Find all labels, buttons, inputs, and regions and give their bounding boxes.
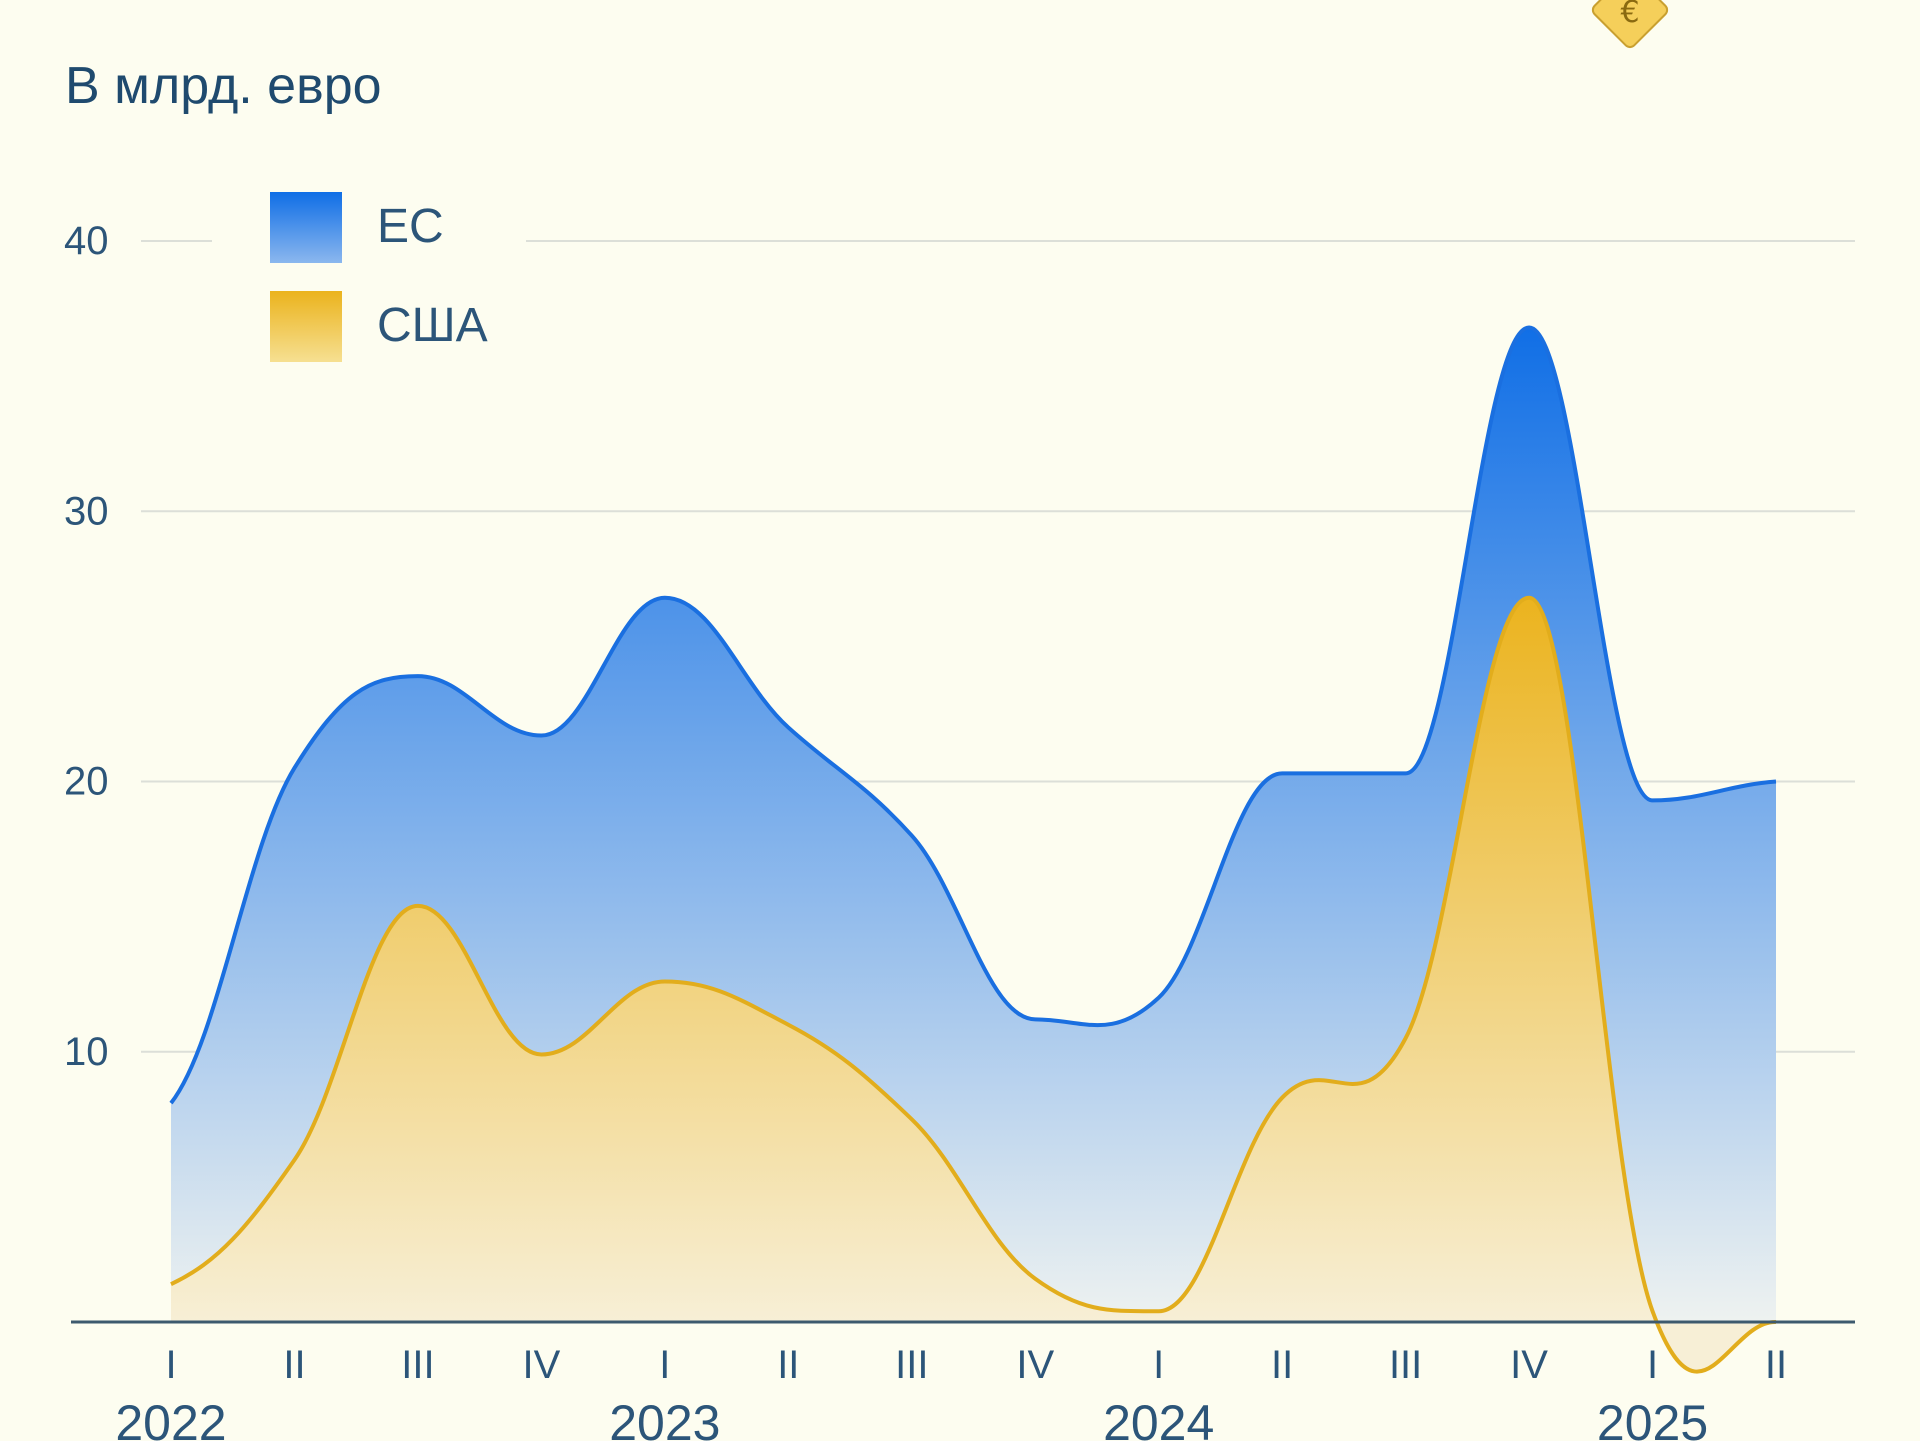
- x-tick-label: III: [401, 1343, 434, 1387]
- chart-subtitle: В млрд. евро: [65, 57, 382, 115]
- x-tick-label: I: [1153, 1343, 1164, 1387]
- y-tick-label: 10: [64, 1030, 109, 1074]
- year-label: 2025: [1597, 1395, 1708, 1441]
- year-label: 2024: [1103, 1395, 1214, 1441]
- area-us: [171, 597, 1776, 1372]
- x-tick-label: II: [1765, 1343, 1787, 1387]
- year-label: 2022: [115, 1395, 226, 1441]
- x-tick-label: III: [895, 1343, 928, 1387]
- y-tick-label: 20: [64, 760, 109, 804]
- x-tick-label: II: [283, 1343, 305, 1387]
- x-tick-label: II: [1271, 1343, 1293, 1387]
- line-eu: [169, 325, 1777, 1105]
- x-tick-label: III: [1389, 1343, 1422, 1387]
- legend-swatch-eu: [270, 192, 342, 263]
- y-tick-label: 30: [64, 489, 109, 533]
- x-tick-label: IV: [522, 1343, 560, 1387]
- x-tick-label: IV: [1016, 1343, 1054, 1387]
- line-us: [170, 595, 1777, 1374]
- x-tick-label: IV: [1510, 1343, 1548, 1387]
- year-label: 2023: [609, 1395, 720, 1441]
- x-tick-label: I: [1647, 1343, 1658, 1387]
- y-tick-label: 40: [64, 219, 109, 263]
- x-tick-label: I: [659, 1343, 670, 1387]
- x-tick-label: I: [165, 1343, 176, 1387]
- svg-text:€: €: [1620, 0, 1639, 30]
- x-tick-label: II: [777, 1343, 799, 1387]
- euro-price-tag-icon: €: [1591, 0, 1669, 49]
- legend-swatch-us: [270, 291, 342, 362]
- legend-label-eu: ЕС: [377, 200, 444, 253]
- legend-label-us: США: [377, 299, 488, 352]
